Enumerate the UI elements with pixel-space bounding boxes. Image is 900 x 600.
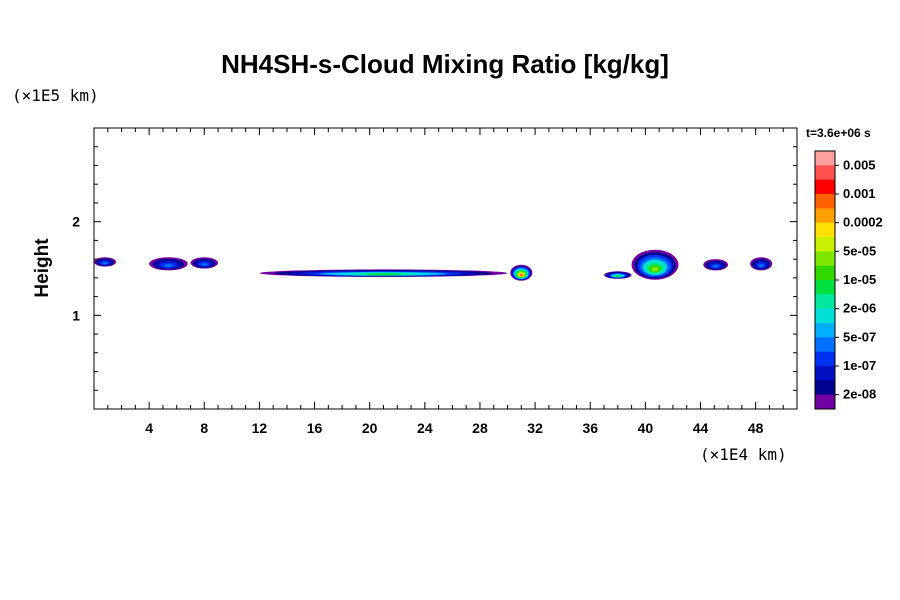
y-unit-label: (×1E5 km) — [12, 86, 99, 105]
cloud-contour — [102, 262, 108, 265]
x-tick-label: 20 — [362, 420, 378, 436]
colorbar-swatch — [815, 222, 835, 238]
x-tick-label: 40 — [638, 420, 654, 436]
cloud-region — [190, 257, 219, 269]
colorbar-label: 0.0002 — [843, 215, 883, 230]
colorbar-label: 5e-07 — [843, 329, 876, 344]
colorbar: 0.005 0.001 0.0002 5e-05 1e-05 2e-06 5e-07 1e-0… — [814, 150, 883, 410]
cloud-region — [703, 259, 729, 271]
plot-frame — [93, 127, 798, 410]
x-tick-label: 28 — [472, 420, 488, 436]
time-label: t=3.6e+06 s — [806, 126, 871, 140]
x-tick-label: 12 — [252, 420, 268, 436]
colorbar-swatch — [815, 280, 835, 295]
y-axis-label: Height — [32, 238, 53, 298]
x-tick-label: 4 — [145, 420, 153, 436]
x-tick-label: 32 — [527, 420, 543, 436]
colorbar-swatch — [815, 165, 835, 180]
colorbar-swatch — [815, 337, 835, 352]
plot-area — [94, 249, 773, 281]
cloud-region — [510, 264, 533, 281]
x-tick-label: 8 — [200, 420, 208, 436]
x-tick-label: 16 — [307, 420, 323, 436]
y-tick-label: 2 — [72, 214, 80, 230]
colorbar-label: 2e-06 — [843, 301, 876, 316]
x-tick-label: 36 — [582, 420, 598, 436]
x-tick-label: 48 — [748, 420, 764, 436]
cloud-region — [631, 249, 679, 280]
cloud-region — [750, 257, 773, 271]
colorbar-swatch — [815, 237, 835, 252]
colorbar-swatch — [815, 265, 835, 281]
colorbar-swatch — [815, 394, 835, 410]
x-unit-label: (×1E4 km) — [700, 445, 787, 464]
y-tick-label: 1 — [72, 307, 80, 323]
colorbar-label: 1e-07 — [843, 358, 876, 373]
colorbar-swatch — [815, 351, 835, 367]
colorbar-swatch — [815, 151, 835, 166]
cloud-contour — [615, 274, 620, 278]
colorbar-swatch — [815, 251, 835, 266]
colorbar-swatch — [815, 294, 835, 309]
cloud-contour — [651, 267, 659, 272]
cloud-contour — [201, 263, 208, 266]
cloud-region — [604, 271, 632, 279]
cloud-contour — [163, 264, 173, 268]
x-tick-label: 24 — [417, 420, 433, 436]
cloud-contour — [519, 273, 523, 277]
colorbar-swatch — [815, 366, 835, 381]
chart-title: NH4SH-s-Cloud Mixing Ratio [kg/kg] — [221, 49, 669, 79]
colorbar-swatch — [815, 208, 835, 223]
colorbar-label: 1e-05 — [843, 272, 876, 287]
cloud-region — [259, 269, 508, 277]
colorbar-label: 5e-05 — [843, 243, 876, 258]
colorbar-swatch — [815, 179, 835, 195]
colorbar-swatch — [815, 380, 835, 395]
cloud-region — [94, 257, 117, 267]
cloud-contour — [365, 273, 402, 276]
colorbar-label: 0.001 — [843, 186, 876, 201]
cloud-region — [149, 257, 188, 271]
colorbar-label: 0.005 — [843, 157, 876, 172]
colorbar-swatch — [815, 323, 835, 338]
x-tick-label: 44 — [693, 420, 709, 436]
colorbar-swatch — [815, 308, 835, 324]
cloud-contour — [712, 264, 719, 268]
cloud-contour — [758, 264, 764, 268]
colorbar-swatch — [815, 194, 835, 209]
colorbar-label: 2e-08 — [843, 387, 876, 402]
